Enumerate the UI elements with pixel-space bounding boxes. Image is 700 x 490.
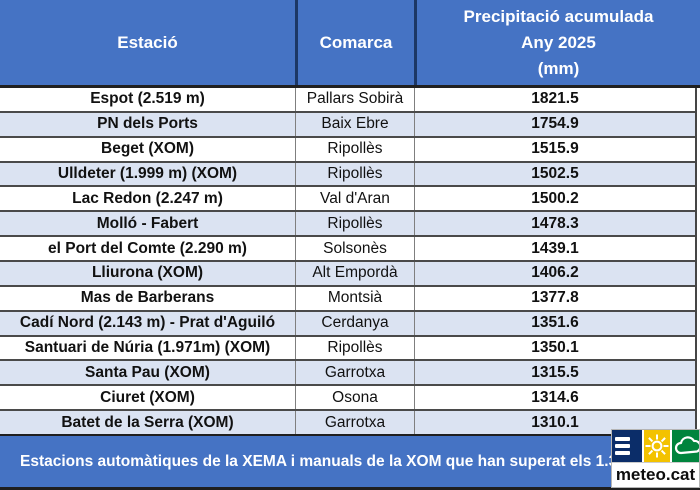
precip-header-line2: Any 2025 [521,32,596,52]
precip-header-line1: Precipitació acumulada [463,6,654,26]
value-cell: 1315.5 [414,361,695,385]
comarca-cell: Alt Empordà [295,262,414,285]
value-cell: 1439.1 [414,237,695,261]
comarca-cell: Cerdanya [295,311,414,335]
value-cell: 1515.9 [414,137,695,161]
comarca-cell: Baix Ebre [295,112,414,136]
sun-icon [643,430,671,462]
comarca-cell: Pallars Sobirà [295,88,414,111]
value-cell: 1377.8 [414,286,695,310]
table-body: Espot (2.519 m) Pallars Sobirà 1821.5 PN… [0,88,697,435]
value-cell: 1821.5 [414,88,695,111]
comarca-cell: Ripollès [295,137,414,161]
table-row: Ulldeter (1.999 m) (XOM) Ripollès 1502.5 [0,160,695,186]
station-cell: Santuari de Núria (1.971m) (XOM) [24,339,271,357]
precip-header-line3: (mm) [537,58,580,78]
table-row: PN dels Ports Baix Ebre 1754.9 [0,110,695,136]
value-cell: 1310.1 [414,411,695,435]
column-header-precipitation: Precipitació acumulada Any 2025 (mm) [414,0,700,85]
comarca-cell: Ripollès [295,162,414,186]
station-cell: Cadí Nord (2.143 m) - Prat d'Aguiló [19,314,276,332]
menu-icon [612,430,642,462]
station-cell: Ulldeter (1.999 m) (XOM) [57,165,238,182]
table-row: Beget (XOM) Ripollès 1515.9 [0,135,695,161]
comarca-cell: Garrotxa [295,361,414,385]
meteocat-logo: meteo.cat [611,429,700,488]
table-row: Lac Redon (2.247 m) Val d'Aran 1500.2 [0,185,695,211]
comarca-cell: Solsonès [295,237,414,261]
comarca-cell: Osona [295,386,414,410]
column-header-station: Estació [117,32,178,52]
table-row: Lliurona (XOM) Alt Empordà 1406.2 [0,260,695,285]
station-cell: Batet de la Serra (XOM) [61,413,234,431]
table-row: Ciuret (XOM) Osona 1314.6 [0,384,695,410]
station-cell: Espot (2.519 m) [90,90,205,108]
table-row: Batet de la Serra (XOM) Garrotxa 1310.1 [0,409,695,435]
footer-note: Estacions automàtiques de la XEMA i manu… [20,452,667,470]
meteocat-logo-icons [612,430,700,462]
station-cell: Mas de Barberans [80,289,215,307]
table-row: el Port del Comte (2.290 m) Solsonès 143… [0,235,695,261]
table-row: Molló - Fabert Ripollès 1478.3 [0,210,695,236]
comarca-cell: Garrotxa [295,411,414,435]
table-row: Espot (2.519 m) Pallars Sobirà 1821.5 [0,88,695,111]
value-cell: 1500.2 [414,187,695,211]
table-row: Santa Pau (XOM) Garrotxa 1315.5 [0,359,695,385]
station-cell: Ciuret (XOM) [100,388,195,406]
value-cell: 1350.1 [414,336,695,360]
value-cell: 1502.5 [414,162,695,186]
station-cell: Beget (XOM) [101,140,194,158]
station-cell: Santa Pau (XOM) [85,363,210,381]
station-cell: Molló - Fabert [96,214,199,232]
table-row: Mas de Barberans Montsià 1377.8 [0,284,695,310]
meteocat-brand-text: meteo.cat [612,462,699,487]
table-row: Cadí Nord (2.143 m) - Prat d'Aguiló Cerd… [0,309,695,335]
value-cell: 1478.3 [414,212,695,236]
cloud-icon [672,430,700,462]
value-cell: 1406.2 [414,262,695,285]
column-header-comarca: Comarca [295,0,414,85]
comarca-cell: Val d'Aran [295,187,414,211]
value-cell: 1754.9 [414,112,695,136]
comarca-cell: Ripollès [295,212,414,236]
value-cell: 1314.6 [414,386,695,410]
comarca-cell: Ripollès [295,336,414,360]
station-cell: el Port del Comte (2.290 m) [48,239,247,257]
comarca-cell: Montsià [295,286,414,310]
station-cell: PN dels Ports [97,115,198,133]
station-cell: Lliurona (XOM) [91,264,204,282]
station-cell: Lac Redon (2.247 m) [72,189,223,207]
value-cell: 1351.6 [414,311,695,335]
table-row: Santuari de Núria (1.971m) (XOM) Ripollè… [0,334,695,360]
footer-bar: Estacions automàtiques de la XEMA i manu… [0,434,700,490]
table-header-row: Estació Comarca Precipitació acumulada A… [0,0,700,88]
